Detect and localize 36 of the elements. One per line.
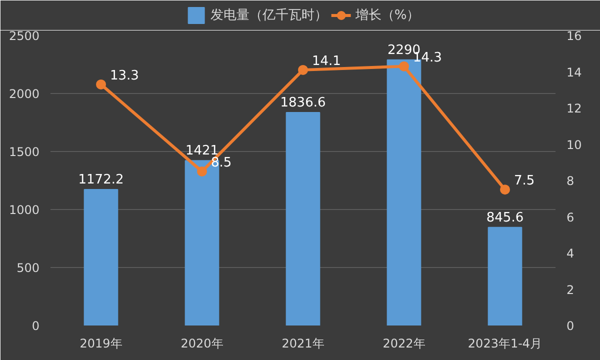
y2-tick-label: 0 (566, 319, 574, 333)
y2-tick-label: 16 (566, 29, 582, 43)
y2-tick-label: 6 (566, 210, 574, 224)
y-tick-label: 1000 (8, 203, 40, 217)
y-tick-label: 500 (16, 261, 40, 275)
y2-tick-label: 12 (566, 102, 582, 116)
y2-tick-label: 8 (566, 174, 574, 188)
bar (488, 226, 522, 326)
point (197, 166, 207, 176)
data-label: 1172.2 (78, 172, 124, 188)
legend-label: 发电量（亿千瓦时） (210, 7, 328, 24)
y2-tick-label: 4 (566, 246, 574, 260)
legend-label: 增长（%） (355, 7, 420, 24)
x-tick-label: 2021年 (282, 336, 324, 350)
x-tick-label: 2019年 (80, 336, 122, 350)
y-tick-label: 2500 (8, 29, 40, 43)
data-label: 13.3 (110, 68, 139, 84)
point (96, 79, 106, 90)
point (500, 184, 510, 195)
data-label: 845.6 (486, 210, 524, 226)
y-tick-label: 0 (32, 319, 40, 333)
y2-tick-label: 14 (566, 65, 582, 80)
x-tick-label: 2023年1-4月 (468, 336, 542, 350)
point (298, 64, 308, 75)
x-tick-label: 2020年 (180, 336, 224, 350)
data-label: 7.5 (514, 174, 535, 189)
x-tick-label: 2022年 (382, 336, 426, 350)
data-label: 1836.6 (280, 95, 326, 110)
y2-tick-label: 2 (566, 282, 574, 297)
y2-tick-label: 10 (566, 138, 582, 152)
bar (286, 112, 320, 326)
point (399, 61, 409, 72)
y-tick-label: 1500 (8, 145, 40, 159)
y-tick-label: 2000 (8, 87, 40, 101)
data-label: 14.1 (312, 54, 341, 69)
bar (84, 189, 118, 326)
